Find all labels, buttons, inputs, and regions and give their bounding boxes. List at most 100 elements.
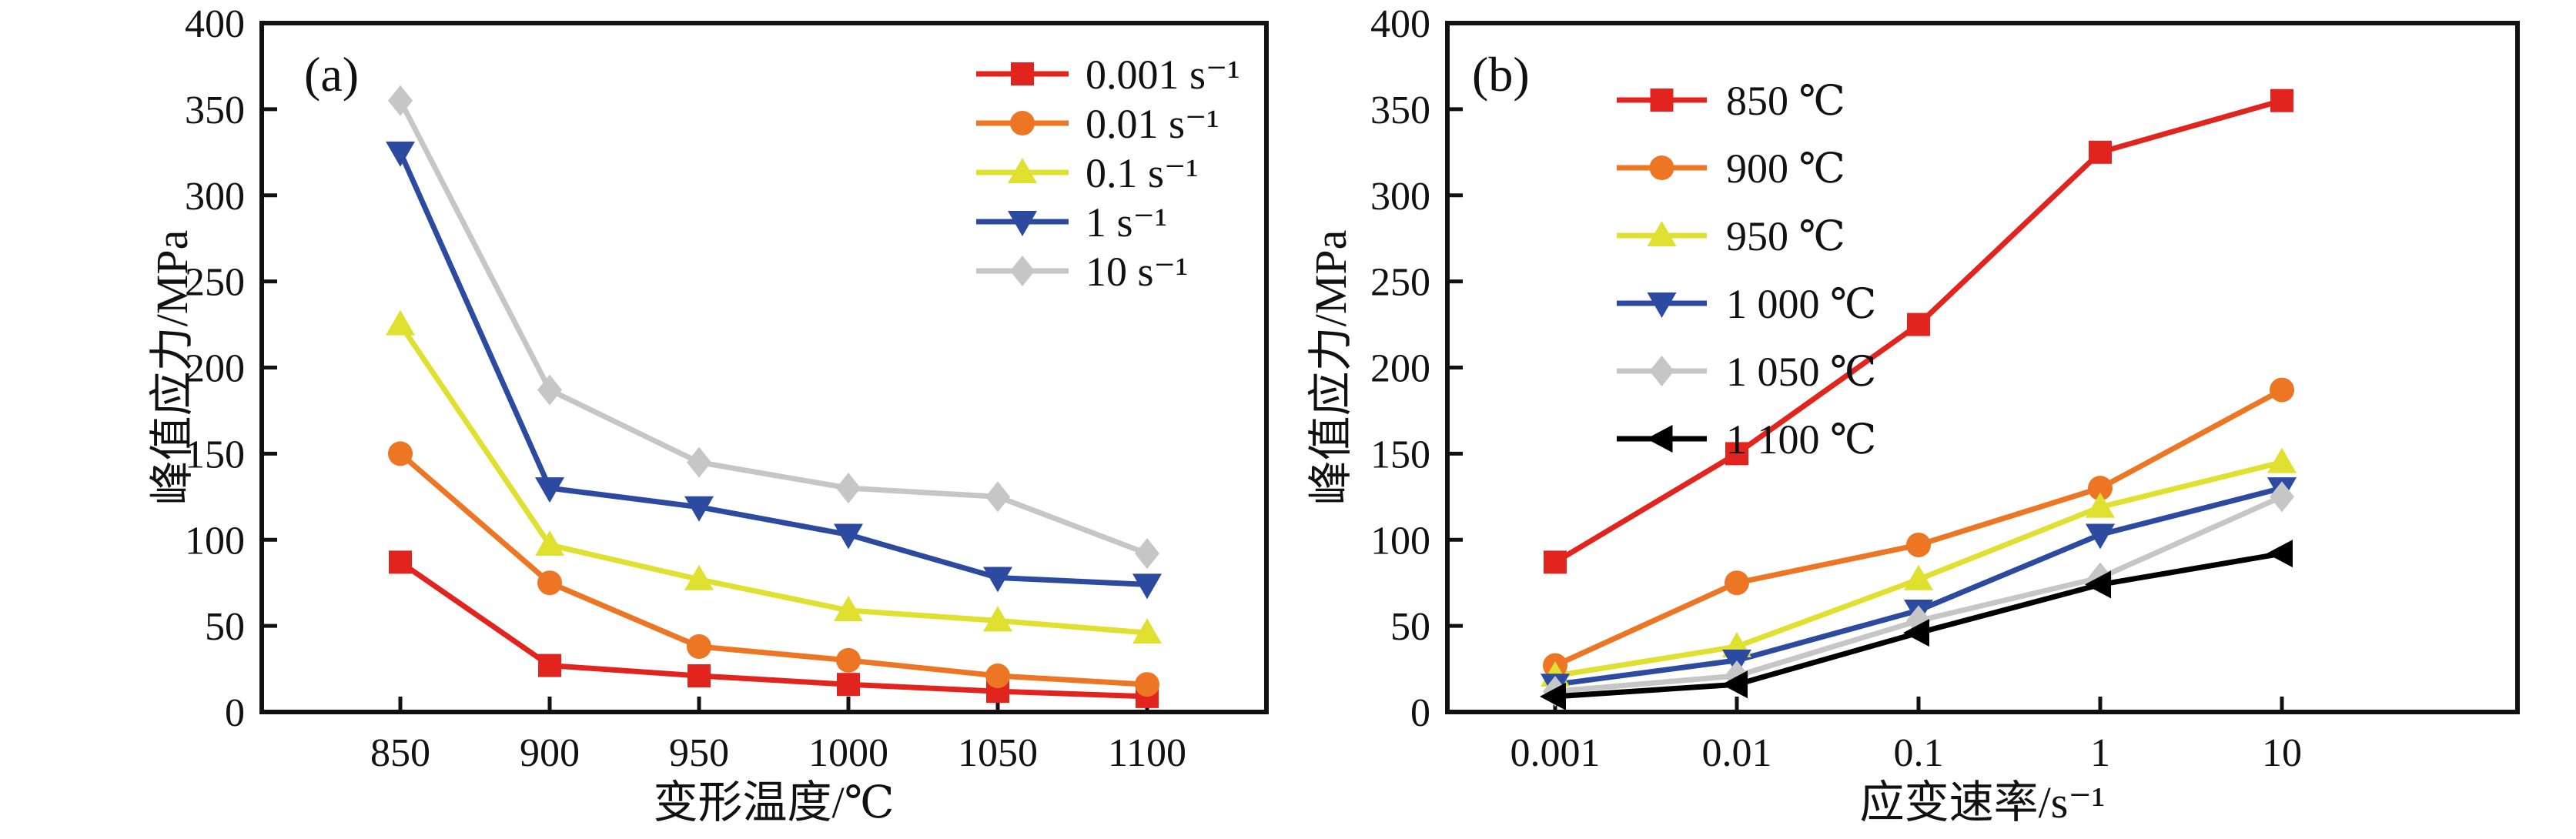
legend-label: 900 ℃ (1726, 145, 1845, 192)
data-point-triangle-left-marker (1540, 682, 1566, 710)
data-point-triangle-down-marker (1132, 573, 1162, 600)
legend-item: 850 ℃ (1617, 78, 1845, 124)
y-tick-label: 150 (185, 433, 245, 476)
legend-label: 0.001 s⁻¹ (1086, 52, 1240, 98)
legend-item: 900 ℃ (1617, 145, 1845, 192)
data-point-triangle-left-marker (2085, 570, 2111, 599)
data-point-triangle-down-marker (834, 523, 863, 550)
series-line (1552, 493, 2285, 694)
data-point-circle-marker (388, 441, 413, 466)
series-line (397, 98, 1150, 557)
y-tick-label: 200 (185, 347, 245, 391)
y-tick-label: 100 (185, 519, 245, 563)
y-tick-label: 400 (1370, 2, 1430, 46)
legend-label: 1 s⁻¹ (1086, 199, 1167, 246)
y-tick-label: 0 (1410, 691, 1430, 735)
data-point-triangle-left-marker (2267, 540, 2293, 568)
data-point-triangle-left-marker (1903, 619, 1929, 647)
legend-item: 0.001 s⁻¹ (976, 52, 1240, 98)
legend-item: 1 100 ℃ (1617, 416, 1876, 463)
y-tick-label: 350 (1370, 89, 1430, 132)
series-line (397, 559, 1150, 700)
y-tick-label: 150 (1370, 433, 1430, 476)
x-tick-label: 850 (370, 731, 430, 775)
data-point-circle-marker (1135, 672, 1159, 697)
y-axis-title: 峰值应力/MPa (1306, 230, 1356, 506)
data-point-circle-marker (687, 633, 711, 659)
series-line (397, 149, 1150, 587)
data-point-triangle-up-marker (1904, 564, 1933, 590)
panel-label: (b) (1472, 47, 1530, 102)
data-point-circle-marker (2270, 377, 2294, 403)
data-point-triangle-up-marker (535, 530, 564, 556)
y-axis-title: 峰值应力/MPa (147, 230, 197, 506)
legend-label: 0.01 s⁻¹ (1086, 101, 1219, 147)
legend-triangle-left-marker (1646, 425, 1673, 453)
x-tick-label: 1 (2090, 731, 2110, 775)
data-point-triangle-up-marker (2086, 492, 2115, 518)
legend: 850 ℃ 900 ℃ 950 ℃ 1 000 ℃ 1 050 ℃ 1 100 ℃ (1617, 78, 1876, 463)
legend-triangle-down-marker (1008, 211, 1037, 236)
x-tick-label: 0.1 (1894, 731, 1944, 775)
legend-circle-marker (1010, 111, 1035, 135)
x-tick-label: 1100 (1108, 731, 1186, 775)
legend-square-marker (1011, 62, 1034, 85)
data-point-triangle-down-marker (2086, 523, 2115, 550)
legend-label: 1 050 ℃ (1726, 349, 1876, 395)
x-tick-label: 950 (669, 731, 729, 775)
chart-panel-b: 0.001 0.01 0.1 1 10050100150200250300350400应… (1306, 2, 2520, 827)
x-tick-label: 10 (2262, 731, 2302, 775)
legend-label: 850 ℃ (1726, 78, 1845, 124)
y-tick-label: 350 (185, 89, 245, 132)
data-point-diamond-marker (2270, 481, 2294, 513)
legend-label: 0.1 s⁻¹ (1086, 150, 1199, 196)
data-point-circle-marker (537, 570, 562, 596)
y-tick-label: 200 (1370, 347, 1430, 391)
data-point-diamond-marker (836, 473, 861, 504)
data-point-diamond-marker (687, 446, 711, 478)
y-tick-label: 0 (225, 691, 245, 735)
legend-square-marker (1650, 89, 1674, 112)
y-tick-label: 300 (185, 175, 245, 219)
y-tick-label: 100 (1370, 519, 1430, 563)
data-point-circle-marker (985, 664, 1010, 689)
legend-triangle-up-marker (1647, 221, 1677, 246)
data-point-triangle-down-marker (684, 496, 714, 522)
x-tick-label: 0.001 (1510, 731, 1601, 775)
data-point-triangle-up-marker (386, 309, 415, 336)
legend-label: 1 100 ℃ (1726, 416, 1876, 463)
data-point-circle-marker (2088, 476, 2113, 501)
data-point-triangle-down-marker (386, 141, 415, 167)
legend-diamond-marker (1649, 356, 1674, 386)
y-tick-label: 50 (205, 605, 245, 649)
legend-item: 1 050 ℃ (1617, 349, 1876, 395)
data-point-circle-marker (1906, 532, 1931, 557)
data-point-square-marker (1725, 442, 1748, 466)
data-point-triangle-down-marker (535, 477, 564, 503)
y-tick-label: 50 (1390, 605, 1430, 649)
data-point-diamond-marker (1135, 538, 1159, 570)
data-point-square-marker (837, 673, 860, 697)
data-point-square-marker (538, 653, 561, 677)
x-tick-label: 900 (520, 731, 580, 775)
data-point-diamond-marker (537, 374, 562, 406)
x-tick-label: 1050 (958, 731, 1038, 775)
legend-item: 950 ℃ (1617, 213, 1845, 259)
data-point-square-marker (389, 550, 412, 574)
legend-label: 1 000 ℃ (1726, 281, 1876, 327)
series-line (397, 450, 1150, 687)
data-point-square-marker (2089, 140, 2112, 164)
legend-diamond-marker (1010, 256, 1035, 286)
data-point-square-marker (1544, 550, 1567, 574)
legend: 0.001 s⁻¹0.01 s⁻¹0.1 s⁻¹1 s⁻¹10 s⁻¹ (976, 52, 1240, 295)
chart-panel-a: 850 900 950 1000 1050 1100 0 50 100 150 200 250 300 3… (147, 2, 1269, 827)
data-point-square-marker (2270, 89, 2293, 112)
legend-item: 1 s⁻¹ (976, 199, 1167, 246)
data-point-triangle-up-marker (834, 595, 863, 621)
data-point-circle-marker (836, 647, 861, 673)
y-tick-label: 400 (185, 2, 245, 46)
x-tick-label: 1000 (808, 731, 888, 775)
legend-label: 950 ℃ (1726, 213, 1845, 259)
data-point-triangle-up-marker (684, 564, 714, 590)
